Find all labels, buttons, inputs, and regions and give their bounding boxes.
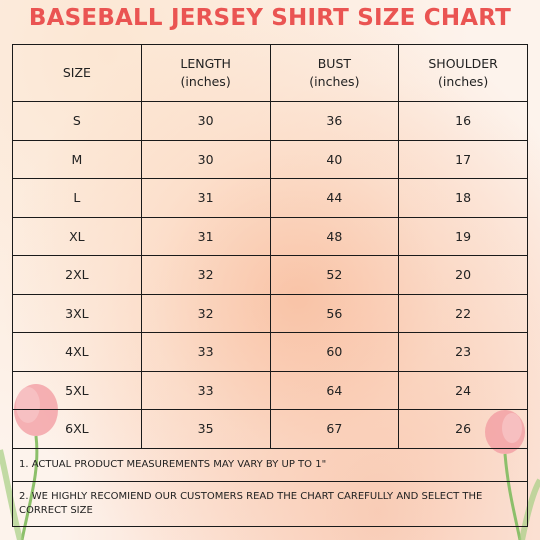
measure-cell: 31 xyxy=(140,178,271,218)
measure-cell: 32 xyxy=(140,293,271,333)
size-row: L 31 44 18 xyxy=(12,178,528,218)
measure-cell: 19 xyxy=(398,216,528,256)
size-cell: 4XL xyxy=(12,332,142,372)
note: 2. WE HIGHLY RECOMIEND OUR CUSTOMERS REA… xyxy=(12,480,528,527)
measure-cell: 56 xyxy=(269,293,400,333)
size-cell: 3XL xyxy=(12,293,142,333)
measure-cell: 24 xyxy=(398,370,528,410)
note-row: 1. ACTUAL PRODUCT MEASUREMENTS MAY VARY … xyxy=(12,447,528,482)
size-cell: L xyxy=(12,178,142,218)
measure-cell: 33 xyxy=(140,332,271,372)
size-row: 3XL 32 56 22 xyxy=(12,293,528,333)
measure-cell: 60 xyxy=(269,332,400,372)
column-label: SIZE xyxy=(62,65,91,80)
size-row: 6XL 35 67 26 xyxy=(12,409,528,449)
column-label: BUST xyxy=(317,56,352,71)
column-header: LENGTH (inches) xyxy=(140,44,271,102)
size-row: S 30 36 16 xyxy=(12,101,528,141)
column-unit: (inches) xyxy=(309,74,360,89)
measure-cell: 67 xyxy=(269,409,400,449)
size-row: 5XL 33 64 24 xyxy=(12,370,528,410)
table-body: S 30 36 16 M 30 40 17 L 31 44 18 XL 31 48 19 2XL 32 52 20 3X… xyxy=(12,101,528,527)
size-row: 2XL 32 52 20 xyxy=(12,255,528,295)
column-header: BUST (inches) xyxy=(269,44,400,102)
measure-cell: 40 xyxy=(269,139,400,179)
note-row: 2. WE HIGHLY RECOMIEND OUR CUSTOMERS REA… xyxy=(12,480,528,527)
measure-cell: 33 xyxy=(140,370,271,410)
size-table: SIZE LENGTH (inches) BUST (inches) SHOULDER (i… xyxy=(12,44,528,527)
measure-cell: 18 xyxy=(398,178,528,218)
measure-cell: 31 xyxy=(140,216,271,256)
size-cell: 2XL xyxy=(12,255,142,295)
measure-cell: 36 xyxy=(269,101,400,141)
measure-cell: 35 xyxy=(140,409,271,449)
column-header: SHOULDER (inches) xyxy=(398,44,528,102)
column-label: LENGTH xyxy=(180,56,231,71)
size-row: M 30 40 17 xyxy=(12,139,528,179)
measure-cell: 23 xyxy=(398,332,528,372)
column-header: SIZE xyxy=(12,44,142,102)
measure-cell: 30 xyxy=(140,101,271,141)
leaf xyxy=(519,478,540,540)
table-head: SIZE LENGTH (inches) BUST (inches) SHOULDER (i… xyxy=(12,44,528,102)
size-cell: S xyxy=(12,101,142,141)
leaf xyxy=(0,449,23,540)
size-cell: XL xyxy=(12,216,142,256)
size-row: 4XL 33 60 23 xyxy=(12,332,528,372)
column-unit: (inches) xyxy=(438,74,489,89)
note: 1. ACTUAL PRODUCT MEASUREMENTS MAY VARY … xyxy=(12,447,528,482)
measure-cell: 22 xyxy=(398,293,528,333)
measure-cell: 44 xyxy=(269,178,400,218)
measure-cell: 17 xyxy=(398,139,528,179)
size-cell: 6XL xyxy=(12,409,142,449)
measure-cell: 52 xyxy=(269,255,400,295)
measure-cell: 30 xyxy=(140,139,271,179)
measure-cell: 32 xyxy=(140,255,271,295)
measure-cell: 20 xyxy=(398,255,528,295)
measure-cell: 26 xyxy=(398,409,528,449)
size-row: XL 31 48 19 xyxy=(12,216,528,256)
measure-cell: 64 xyxy=(269,370,400,410)
column-unit: (inches) xyxy=(180,74,231,89)
column-label: SHOULDER xyxy=(428,56,498,71)
measure-cell: 16 xyxy=(398,101,528,141)
measure-cell: 48 xyxy=(269,216,400,256)
size-cell: M xyxy=(12,139,142,179)
title: BASEBALL JERSEY SHIRT SIZE CHART xyxy=(28,5,512,31)
header-row: SIZE LENGTH (inches) BUST (inches) SHOULDER (i… xyxy=(12,44,528,102)
size-cell: 5XL xyxy=(12,370,142,410)
